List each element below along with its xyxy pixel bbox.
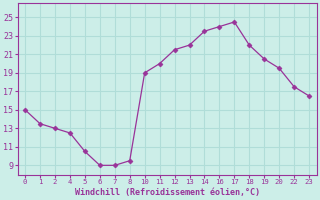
X-axis label: Windchill (Refroidissement éolien,°C): Windchill (Refroidissement éolien,°C) bbox=[75, 188, 260, 197]
